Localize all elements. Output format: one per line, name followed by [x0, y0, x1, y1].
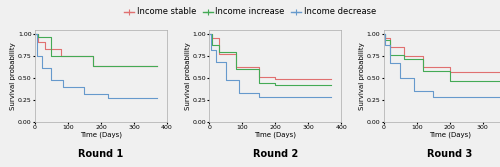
Text: Round 1: Round 1 [78, 149, 124, 159]
Y-axis label: Survival probability: Survival probability [10, 42, 16, 110]
Text: Round 2: Round 2 [252, 149, 298, 159]
X-axis label: Time (Days): Time (Days) [80, 132, 122, 138]
Text: Round 3: Round 3 [427, 149, 472, 159]
X-axis label: Time (Days): Time (Days) [254, 132, 296, 138]
X-axis label: Time (Days): Time (Days) [429, 132, 471, 138]
Legend: Income stable, Income increase, Income decrease: Income stable, Income increase, Income d… [121, 4, 380, 20]
Y-axis label: Survival probability: Survival probability [359, 42, 365, 110]
Y-axis label: Survival probability: Survival probability [185, 42, 191, 110]
